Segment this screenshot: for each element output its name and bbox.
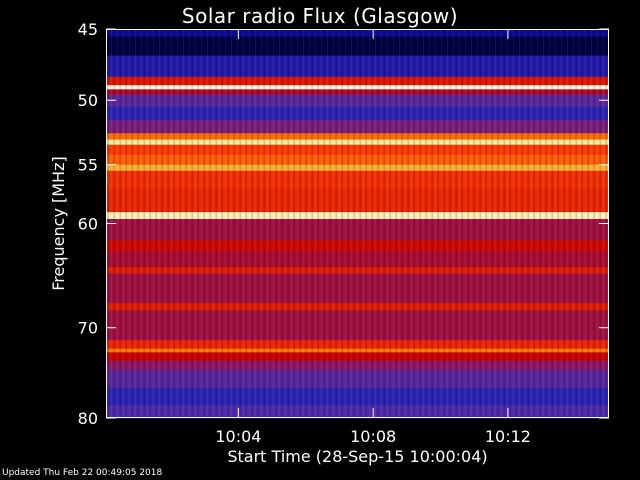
y-axis: 45 50 55 60 70 80 (78, 20, 609, 428)
y-tick-label: 45 (78, 20, 98, 39)
y-tick-label: 80 (78, 409, 98, 428)
chart-title: Solar radio Flux (Glasgow) (181, 4, 459, 28)
x-tick-label: 10:04 (215, 427, 261, 446)
y-tick-label: 50 (78, 91, 98, 110)
y-axis-label: Frequency [MHz] (49, 156, 68, 290)
y-tick-label: 70 (78, 319, 98, 338)
updated-timestamp: Updated Thu Feb 22 00:49:05 2018 (2, 468, 163, 478)
x-tick-label: 10:12 (485, 427, 531, 446)
y-tick-label: 60 (78, 215, 98, 234)
x-axis: 10:04 10:08 10:12 (215, 29, 531, 446)
x-axis-label: Start Time (28-Sep-15 10:00:04) (227, 447, 487, 466)
y-tick-label: 55 (78, 156, 98, 175)
x-tick-label: 10:08 (350, 427, 396, 446)
time-noise-overlay (106, 29, 609, 418)
